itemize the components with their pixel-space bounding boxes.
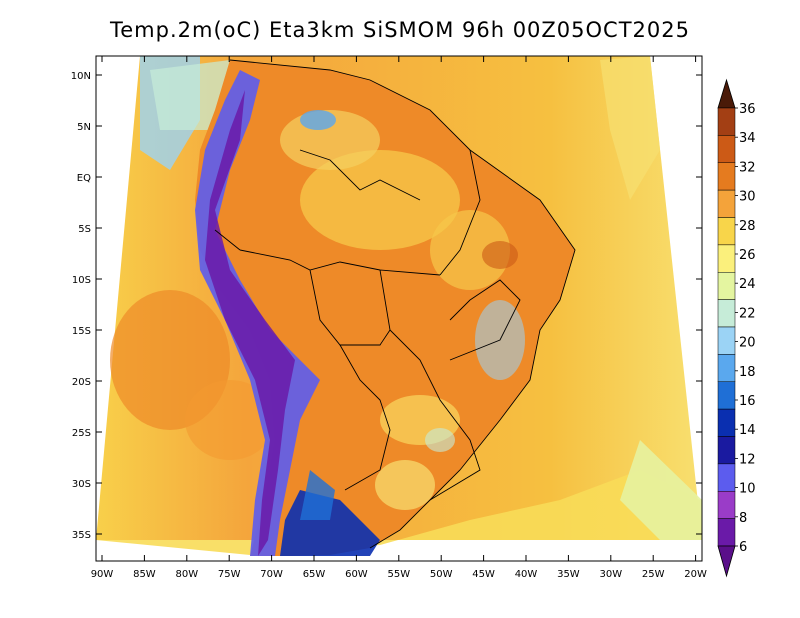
lat-tick-label: EQ bbox=[77, 173, 91, 184]
longitude-axis: 90W 85W 80W 75W 70W 65W 60W 55W 50W 45W 40W 35W 30W 2… bbox=[91, 56, 707, 580]
colorbar-segment bbox=[717, 299, 736, 328]
lon-tick-label: 75W bbox=[218, 569, 241, 580]
lon-tick-label: 80W bbox=[175, 569, 198, 580]
lon-tick-label: 70W bbox=[260, 569, 283, 580]
colorbar-segment bbox=[717, 518, 736, 547]
lon-tick-label: 20W bbox=[684, 569, 707, 580]
colorbar-label: 18 bbox=[739, 365, 756, 380]
colorbar-label: 12 bbox=[739, 452, 756, 467]
colorbar-label: 36 bbox=[739, 102, 756, 117]
lat-tick-label: 25S bbox=[72, 428, 91, 439]
colorbar-label: 8 bbox=[739, 511, 747, 526]
lat-tick-label: 10S bbox=[72, 275, 91, 286]
lon-tick-label: 65W bbox=[303, 569, 326, 580]
lon-tick-label: 35W bbox=[557, 569, 580, 580]
colorbar-segment bbox=[717, 326, 736, 355]
temperature-field bbox=[96, 56, 702, 561]
colorbar-segment bbox=[717, 244, 736, 273]
lon-tick-label: 90W bbox=[91, 569, 114, 580]
colorbar-label: 6 bbox=[739, 540, 747, 555]
colorbar-label: 34 bbox=[739, 131, 756, 146]
colorbar-segment bbox=[717, 463, 736, 492]
colorbar-label: 10 bbox=[739, 482, 756, 497]
colorbar-segment bbox=[717, 381, 736, 410]
latitude-axis: 10N 5N EQ 5S 10S 15S 20S 25S 30S 35S bbox=[71, 71, 702, 541]
lon-tick-label: 30W bbox=[599, 569, 622, 580]
colorbar-segment bbox=[717, 135, 736, 163]
colorbar-segment bbox=[717, 162, 736, 191]
lon-tick-label: 50W bbox=[430, 569, 453, 580]
colorbar: 36 34 32 30 28 26 24 22 20 18 16 14 12 10 8 6 bbox=[717, 78, 756, 578]
lat-tick-label: 15S bbox=[72, 326, 91, 337]
lon-tick-label: 40W bbox=[515, 569, 538, 580]
lon-tick-label: 85W bbox=[133, 569, 156, 580]
lat-tick-label: 5S bbox=[78, 224, 91, 235]
colorbar-bottom-arrow bbox=[717, 545, 736, 578]
lon-tick-label: 45W bbox=[472, 569, 495, 580]
lon-tick-label: 25W bbox=[642, 569, 665, 580]
colorbar-label: 26 bbox=[739, 248, 756, 263]
colorbar-segment bbox=[717, 354, 736, 382]
colorbar-top-arrow bbox=[717, 78, 736, 109]
colorbar-segment bbox=[717, 272, 736, 300]
colorbar-segment bbox=[717, 408, 736, 437]
colorbar-segment bbox=[717, 107, 736, 136]
colorbar-label: 14 bbox=[739, 423, 756, 438]
lat-tick-label: 20S bbox=[72, 377, 91, 388]
colorbar-segment bbox=[717, 217, 736, 246]
colorbar-label: 24 bbox=[739, 277, 756, 292]
colorbar-label: 32 bbox=[739, 160, 756, 175]
colorbar-segment bbox=[717, 436, 736, 465]
lat-tick-label: 10N bbox=[71, 71, 91, 82]
colorbar-label: 20 bbox=[739, 336, 756, 351]
lat-tick-label: 30S bbox=[72, 479, 91, 490]
colorbar-label: 16 bbox=[739, 394, 756, 409]
colorbar-segment bbox=[717, 189, 736, 218]
colorbar-label: 22 bbox=[739, 306, 756, 321]
lat-tick-label: 5N bbox=[77, 122, 91, 133]
country-borders bbox=[214, 59, 576, 549]
lon-tick-label: 55W bbox=[387, 569, 410, 580]
lat-tick-label: 35S bbox=[72, 530, 91, 541]
colorbar-label: 30 bbox=[739, 190, 756, 205]
map-title: Temp.2m(oC) Eta3km SiSMOM 96h 00Z05OCT20… bbox=[110, 18, 690, 42]
colorbar-label: 28 bbox=[739, 219, 756, 234]
lon-tick-label: 60W bbox=[345, 569, 368, 580]
colorbar-segment bbox=[717, 491, 736, 519]
